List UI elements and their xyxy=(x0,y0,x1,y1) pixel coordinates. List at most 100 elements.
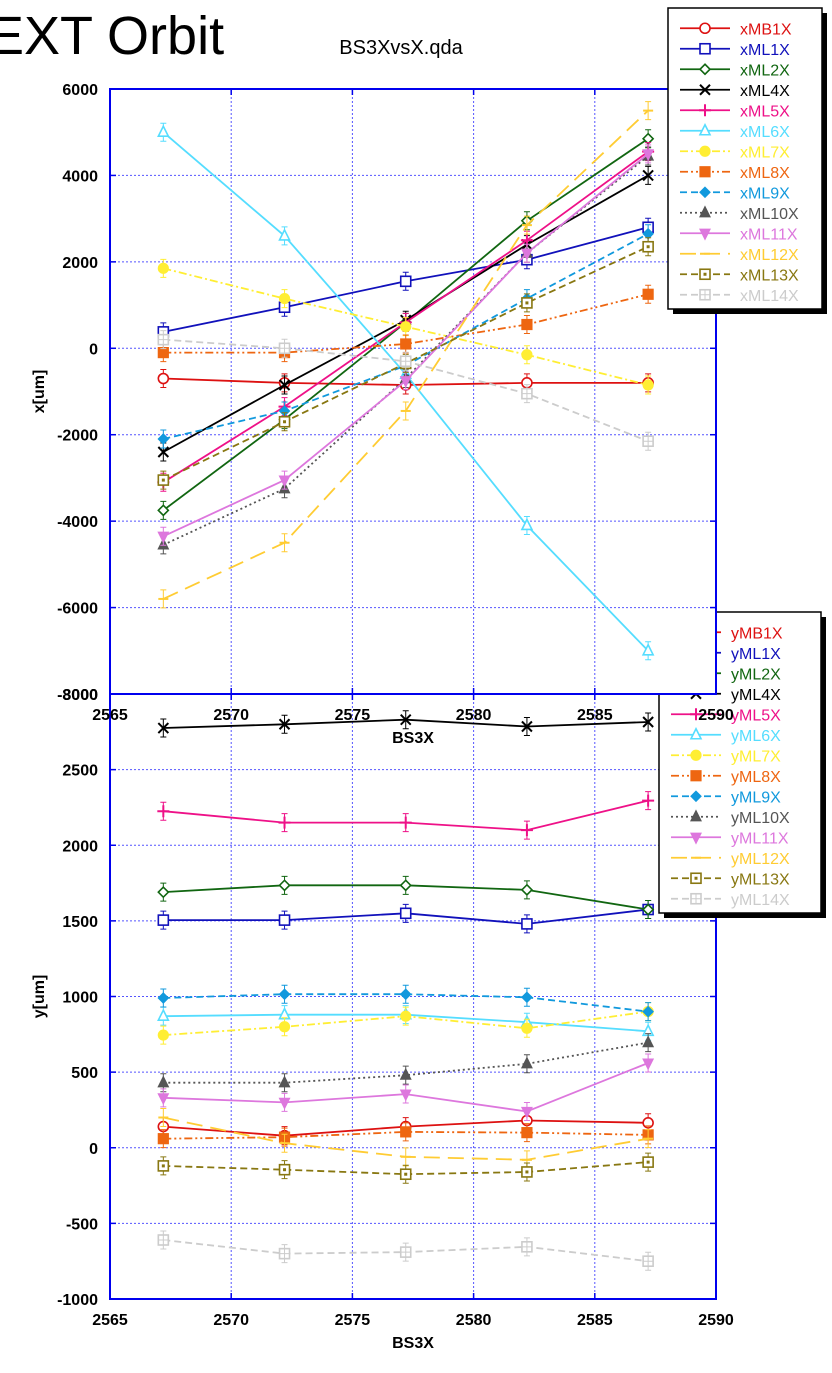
data-point xyxy=(520,883,534,897)
data-point-cross xyxy=(521,388,532,399)
series-xML14X xyxy=(157,330,654,451)
y-tick-label: -4000 xyxy=(57,514,98,531)
legend-label: xML11X xyxy=(740,226,798,243)
x-tick-label: 2585 xyxy=(577,707,613,724)
data-point xyxy=(400,1126,412,1138)
data-point xyxy=(278,379,291,391)
data-point xyxy=(157,914,170,926)
series-yML13X xyxy=(157,1152,654,1184)
data-point xyxy=(400,338,412,350)
legend-label: xML1X xyxy=(740,42,790,59)
data-point-dot xyxy=(404,1172,408,1176)
y-tick-label: 1500 xyxy=(62,914,98,931)
data-point-cross xyxy=(400,1247,411,1258)
data-point-dot xyxy=(525,301,529,305)
data-point-cross xyxy=(279,1248,290,1259)
legend-label: xML5X xyxy=(740,103,790,120)
data-point xyxy=(642,169,654,182)
data-point-dot xyxy=(283,1168,287,1172)
legend-marker xyxy=(699,186,711,199)
legend-label: yML7X xyxy=(731,748,781,765)
x-tick-label: 2590 xyxy=(698,707,734,724)
legend-marker xyxy=(699,228,711,241)
x-tick-label: 2580 xyxy=(456,707,492,724)
data-point xyxy=(278,228,291,241)
legend-label: yML11X xyxy=(731,830,789,847)
x-tick-label: 2565 xyxy=(92,1312,128,1329)
y-tick-label: -8000 xyxy=(57,687,98,704)
data-point xyxy=(642,379,654,391)
data-point-dot xyxy=(161,1164,165,1168)
data-point xyxy=(278,914,291,926)
series-yML2X xyxy=(157,875,655,920)
data-point xyxy=(642,149,655,162)
legend-marker xyxy=(699,84,711,96)
legend-marker xyxy=(699,104,711,117)
legend-marker-cross xyxy=(691,893,701,904)
y-tick-label: 0 xyxy=(89,1141,98,1158)
data-point-cross xyxy=(643,1256,654,1267)
y-tick-label: 0 xyxy=(89,341,98,358)
legend-marker-dot xyxy=(694,876,698,880)
legend-marker xyxy=(699,166,711,178)
legend-marker xyxy=(690,770,702,782)
series-yML11X xyxy=(157,1053,655,1121)
y-tick-label: 2000 xyxy=(62,255,98,272)
data-point xyxy=(399,879,412,892)
data-point xyxy=(157,1008,170,1021)
data-point xyxy=(521,918,533,930)
legend-label: yML4X xyxy=(731,687,781,704)
y-axis-label: x[um] xyxy=(31,370,48,414)
series-line xyxy=(163,1041,649,1084)
series-xML12X xyxy=(158,101,654,609)
data-point xyxy=(157,372,170,385)
data-point xyxy=(521,720,533,733)
data-point xyxy=(642,716,654,728)
plot-frame xyxy=(109,88,717,695)
legend-box xyxy=(667,7,823,310)
page-title: EXT Orbit xyxy=(0,6,224,66)
data-point-cross xyxy=(521,1241,532,1252)
data-point xyxy=(400,714,412,726)
series-yML12X xyxy=(158,1108,654,1170)
data-point xyxy=(642,794,655,807)
data-point xyxy=(521,1127,533,1139)
chart-bs3x-vs-x: 2565 2570 2575 2580 2585 2590 -8000 -6000 -4000 -… xyxy=(31,7,827,747)
data-point-cross xyxy=(279,343,290,354)
series-yML9X xyxy=(157,984,654,1022)
y-tick-label: 1000 xyxy=(62,990,98,1007)
data-point-dot xyxy=(646,1160,650,1164)
data-point xyxy=(278,988,291,1001)
legend-marker xyxy=(690,809,702,822)
data-point xyxy=(399,1067,412,1080)
legend-label: yML9X xyxy=(731,789,781,806)
legend-label: xML14X xyxy=(740,288,799,305)
plot-area xyxy=(110,89,716,694)
data-point xyxy=(521,991,533,1004)
legend-label: xML7X xyxy=(740,144,790,161)
x-tick-label: 2585 xyxy=(577,1312,613,1329)
y-tick-label: -2000 xyxy=(57,428,98,445)
x-tick-label: 2580 xyxy=(456,1312,492,1329)
legend-label: yML1X xyxy=(731,646,781,663)
data-point xyxy=(278,879,291,892)
chart-title: BS3XvsX.qda xyxy=(339,37,463,59)
data-point xyxy=(157,1093,170,1106)
data-point xyxy=(157,1133,169,1145)
data-point xyxy=(278,1021,291,1033)
legend-marker-dot xyxy=(703,272,707,276)
x-axis-label: BS3X xyxy=(392,730,434,747)
series-yML14X xyxy=(157,1230,654,1271)
data-point xyxy=(399,1089,412,1102)
series-line xyxy=(163,267,649,386)
legend-label: yML2X xyxy=(731,666,781,683)
y-tick-label: 500 xyxy=(71,1065,98,1082)
legend-marker xyxy=(689,726,703,740)
y-tick-label: -6000 xyxy=(57,601,98,618)
data-point xyxy=(157,886,170,899)
y-tick-label: -500 xyxy=(66,1216,98,1233)
series-yML7X xyxy=(157,1002,654,1045)
legend-label: xML6X xyxy=(740,124,790,141)
data-point-cross xyxy=(400,356,411,367)
data-point xyxy=(521,349,533,361)
